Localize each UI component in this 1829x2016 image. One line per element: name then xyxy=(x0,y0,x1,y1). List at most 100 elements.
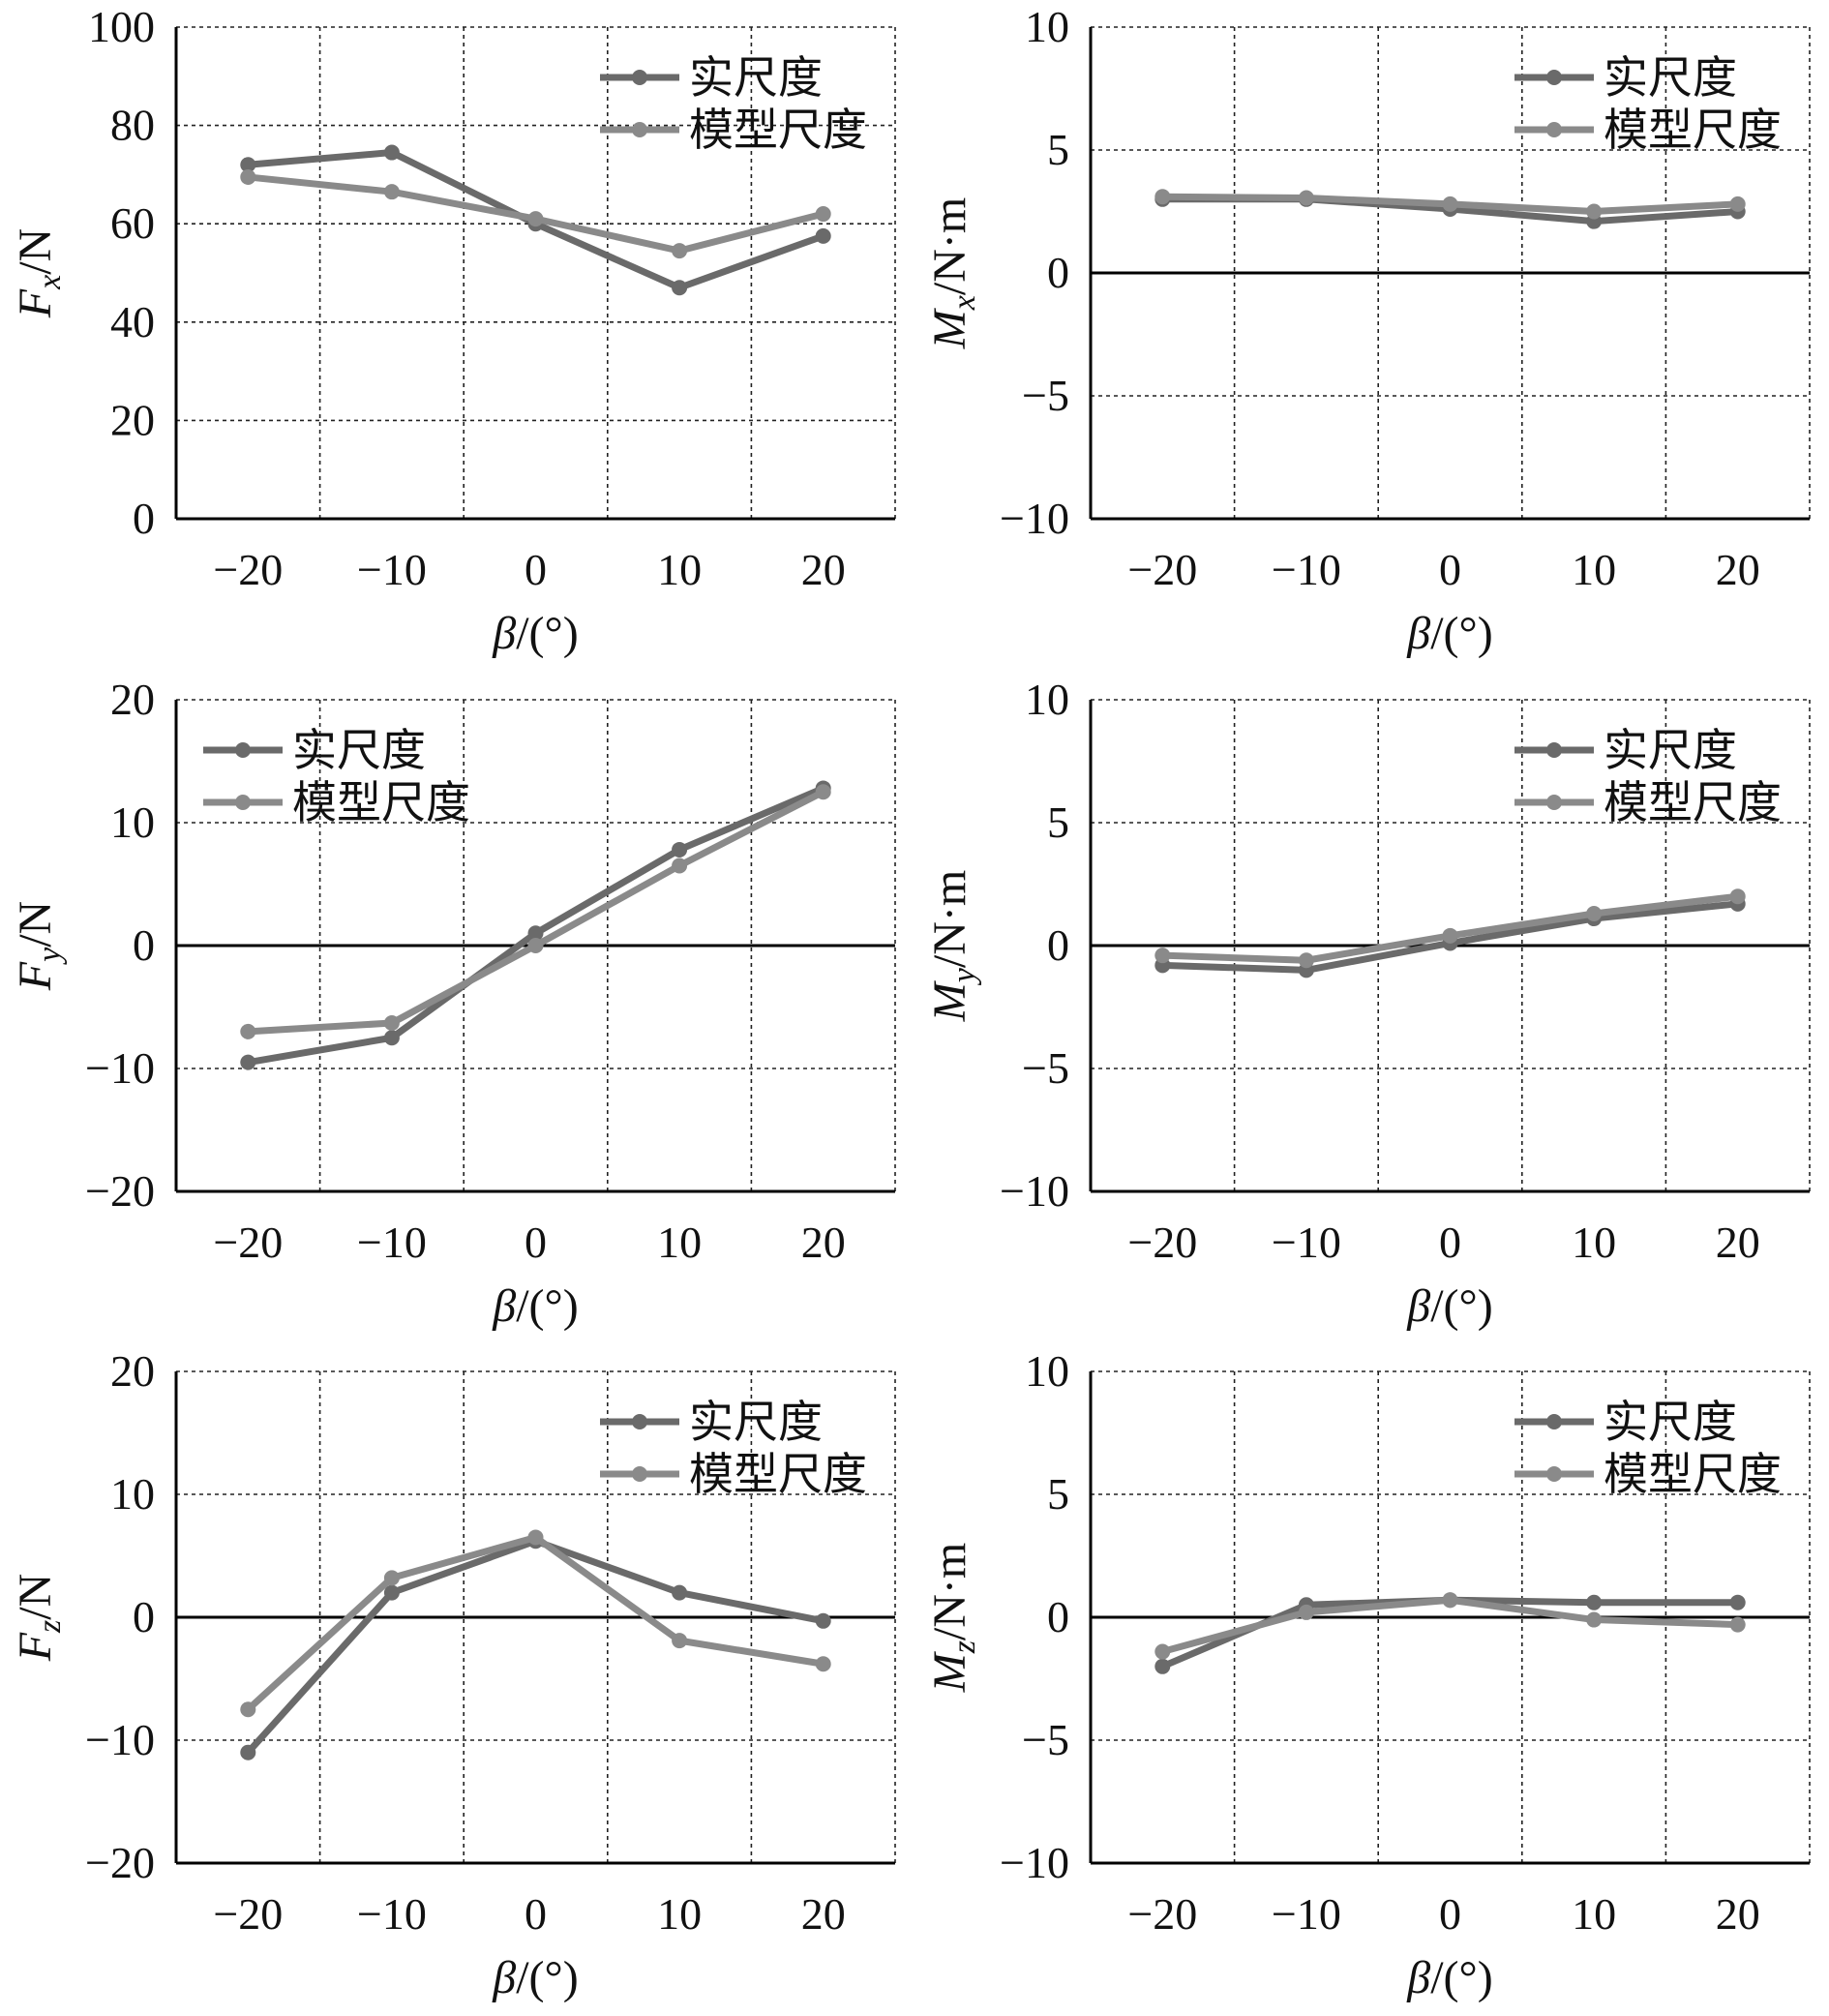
data-point-model-scale xyxy=(815,784,831,800)
data-point-model-scale xyxy=(1442,1592,1458,1609)
y-tick-label: 60 xyxy=(110,198,155,248)
data-point-model-scale xyxy=(672,243,688,259)
x-tick-label: 0 xyxy=(525,545,547,594)
y-tick-label: −5 xyxy=(1022,1043,1069,1093)
data-point-real-scale xyxy=(240,157,256,173)
data-point-model-scale xyxy=(1586,203,1603,220)
y-tick-label: 10 xyxy=(1025,1346,1069,1396)
y-tick-label: 0 xyxy=(133,1592,155,1641)
x-tick-label: 0 xyxy=(525,1218,547,1267)
x-axis-label: β/(°) xyxy=(1406,1280,1492,1332)
y-tick-label: 10 xyxy=(110,1469,155,1519)
legend-marker-real-scale xyxy=(1546,1414,1562,1429)
x-axis-symbol: β xyxy=(1406,1280,1430,1332)
y-axis-subscript: y xyxy=(32,947,68,965)
data-point-model-scale xyxy=(383,184,400,200)
x-tick-label: −20 xyxy=(213,1889,283,1939)
y-axis-unit: /N xyxy=(10,1574,61,1620)
x-tick-label: 20 xyxy=(801,1218,846,1267)
data-point-model-scale xyxy=(1729,196,1746,212)
data-point-model-scale xyxy=(240,1701,256,1718)
legend-label-real-scale: 实尺度 xyxy=(292,726,426,775)
y-tick-label: 40 xyxy=(110,297,155,346)
y-axis-label: My/N·m xyxy=(924,870,982,1022)
legend-label-real-scale: 实尺度 xyxy=(689,1398,823,1447)
y-axis-unit: /N·m xyxy=(924,1543,975,1640)
x-tick-label: 20 xyxy=(1716,1218,1760,1267)
y-axis-subscript: x xyxy=(32,275,68,290)
y-tick-label: 5 xyxy=(1047,125,1069,174)
data-point-real-scale xyxy=(1729,1594,1746,1610)
legend-label-real-scale: 实尺度 xyxy=(1604,53,1737,103)
x-tick-label: −20 xyxy=(1127,545,1197,594)
x-tick-label: 0 xyxy=(1439,545,1461,594)
x-tick-label: 0 xyxy=(1439,1218,1461,1267)
legend-marker-model-scale xyxy=(632,1466,647,1482)
data-point-real-scale xyxy=(527,925,544,942)
y-tick-label: 5 xyxy=(1047,1469,1069,1519)
y-axis-symbol: M xyxy=(924,1650,975,1693)
x-tick-label: 10 xyxy=(1572,1889,1616,1939)
legend-marker-model-scale xyxy=(1546,1466,1562,1482)
x-tick-label: 10 xyxy=(657,1218,702,1267)
data-point-model-scale xyxy=(1298,190,1314,206)
y-tick-label: 20 xyxy=(110,1346,155,1396)
x-tick-label: 0 xyxy=(1439,1889,1461,1939)
y-axis-label: Mz/N·m xyxy=(924,1543,982,1694)
y-tick-label: −10 xyxy=(85,1043,155,1093)
y-tick-label: −5 xyxy=(1022,1715,1069,1764)
x-tick-label: 20 xyxy=(801,545,846,594)
y-tick-label: −10 xyxy=(1000,494,1069,543)
x-tick-label: 20 xyxy=(801,1889,846,1939)
y-tick-label: −20 xyxy=(85,1166,155,1216)
data-point-model-scale xyxy=(1154,948,1171,964)
y-axis-subscript: x xyxy=(946,295,982,311)
x-axis-unit: /(°) xyxy=(1430,608,1493,659)
data-point-model-scale xyxy=(1298,952,1314,969)
x-tick-label: −20 xyxy=(1127,1889,1197,1939)
y-tick-label: −10 xyxy=(1000,1166,1069,1216)
x-tick-label: 10 xyxy=(657,1889,702,1939)
y-axis-unit: /N·m xyxy=(924,197,975,295)
y-axis-label: Fy/N xyxy=(10,901,68,991)
series-line-model-scale xyxy=(1161,1596,1738,1655)
legend-marker-model-scale xyxy=(235,795,251,810)
y-axis-symbol: M xyxy=(924,307,975,349)
data-point-model-scale xyxy=(1442,927,1458,944)
legend-label-real-scale: 实尺度 xyxy=(1604,726,1737,775)
legend-label-model-scale: 模型尺度 xyxy=(1604,778,1782,827)
legend-label-model-scale: 模型尺度 xyxy=(1604,1450,1782,1499)
x-tick-label: −20 xyxy=(213,545,283,594)
data-point-model-scale xyxy=(527,1529,544,1546)
data-point-real-scale xyxy=(672,841,688,858)
x-axis-label: β/(°) xyxy=(492,608,578,659)
x-axis-symbol: β xyxy=(492,1280,516,1332)
x-tick-label: 20 xyxy=(1716,545,1760,594)
data-point-model-scale xyxy=(815,1656,831,1672)
y-axis-subscript: z xyxy=(946,1640,982,1654)
y-axis-symbol: F xyxy=(10,288,61,318)
x-tick-label: −10 xyxy=(1272,1218,1341,1267)
data-point-real-scale xyxy=(383,1584,400,1601)
y-tick-label: 0 xyxy=(1047,920,1069,970)
data-point-model-scale xyxy=(815,206,831,223)
y-tick-label: −5 xyxy=(1022,371,1069,420)
data-point-model-scale xyxy=(1729,1616,1746,1633)
y-tick-label: −10 xyxy=(85,1715,155,1764)
data-point-model-scale xyxy=(1586,905,1603,921)
data-point-real-scale xyxy=(815,227,831,244)
data-point-model-scale xyxy=(1442,196,1458,212)
x-tick-label: −20 xyxy=(213,1218,283,1267)
y-tick-label: 0 xyxy=(133,494,155,543)
y-axis-symbol: F xyxy=(10,1632,61,1662)
data-point-model-scale xyxy=(527,938,544,953)
legend-marker-model-scale xyxy=(632,122,647,137)
series-line-model-scale xyxy=(245,1533,825,1712)
legend-label-model-scale: 模型尺度 xyxy=(292,778,470,827)
data-point-real-scale xyxy=(672,280,688,296)
y-axis-label: Fx/N xyxy=(10,228,68,318)
data-point-real-scale xyxy=(1154,1658,1171,1674)
